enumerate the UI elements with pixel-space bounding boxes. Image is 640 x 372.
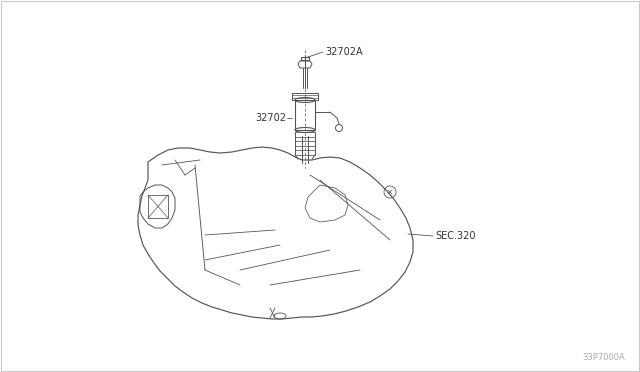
Text: 32702: 32702 — [255, 113, 286, 123]
Text: SEC.320: SEC.320 — [435, 231, 476, 241]
Text: 33P7000A: 33P7000A — [582, 353, 625, 362]
Text: 32702A: 32702A — [325, 47, 363, 57]
